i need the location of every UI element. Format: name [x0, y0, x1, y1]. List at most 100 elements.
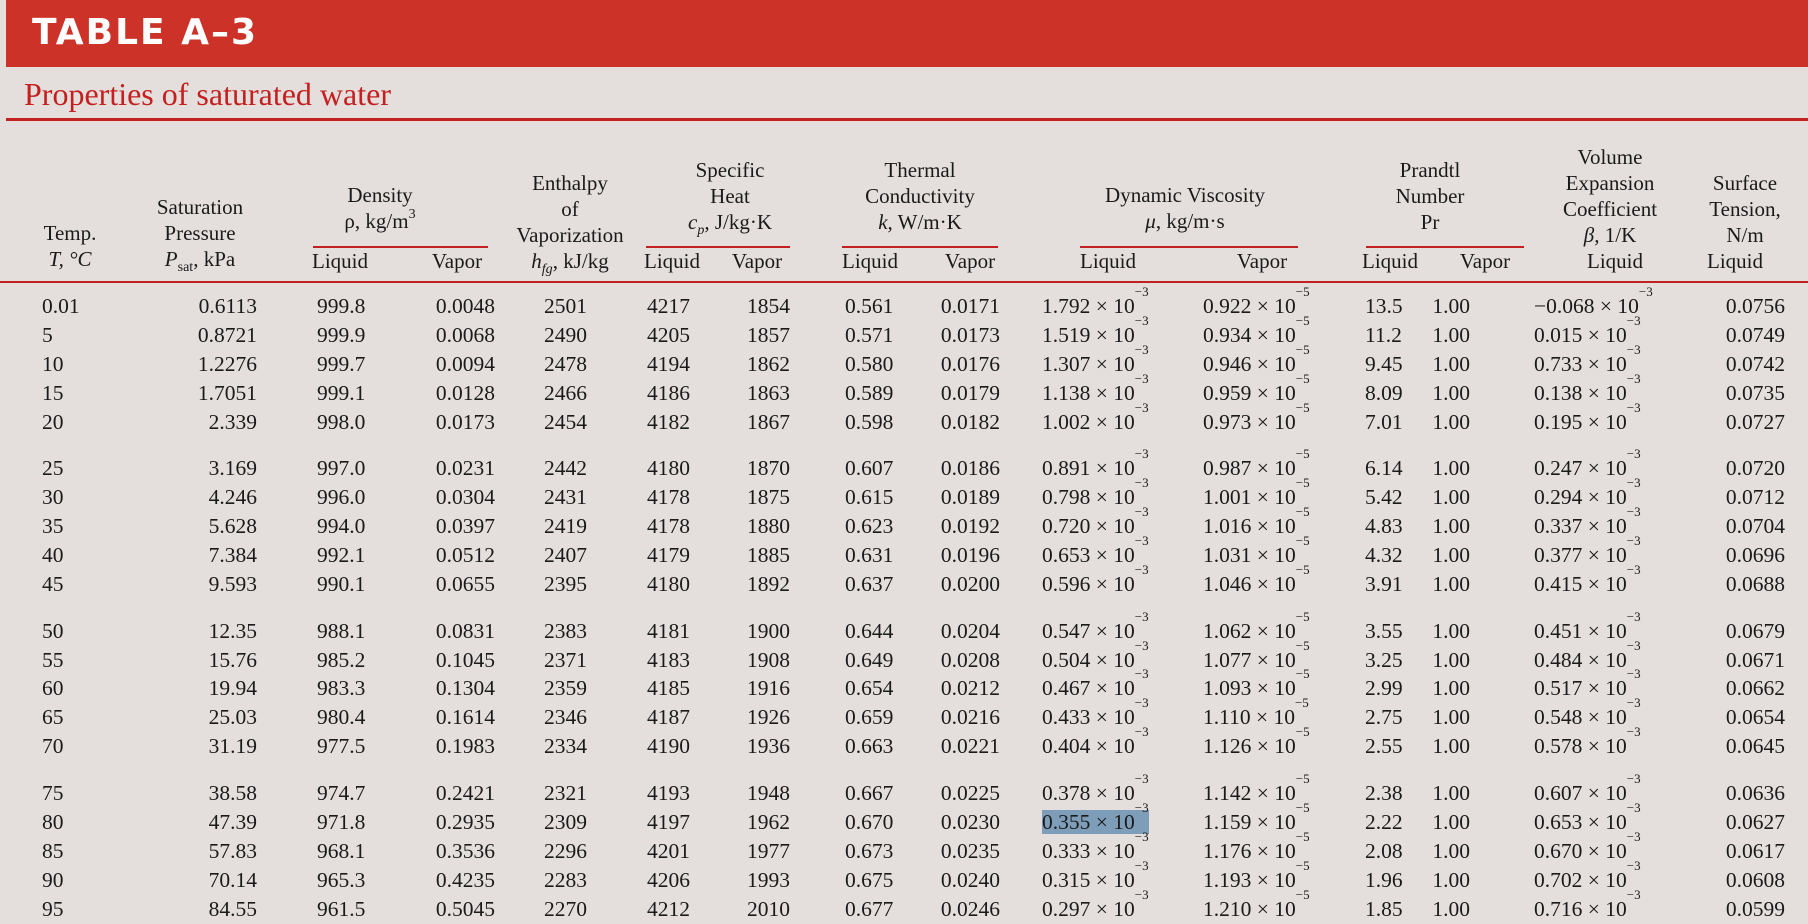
cell-mu_liquid: 0.378 × 10−3: [1042, 770, 1149, 805]
cell-mu_liquid: 0.596 × 10−3: [1042, 561, 1149, 596]
cell-k_l: 0.667: [845, 780, 894, 805]
cell-mu_vapor: 1.159 × 10−5: [1203, 799, 1310, 834]
cell-psat: 25.03: [208, 705, 257, 730]
cell-k_v: 0.0204: [940, 618, 1000, 643]
cell-hfg: 2383: [544, 618, 587, 643]
cell-rho_v: 0.4235: [435, 867, 495, 892]
cell-mu_vapor: 1.142 × 10−5: [1203, 770, 1310, 805]
cell-mu_vapor: 1.176 × 10−5: [1203, 828, 1310, 863]
cell-temp: 90: [42, 867, 64, 892]
cell-beta: 0.377 × 10−3: [1534, 533, 1641, 567]
cell-mu_liquid: 0.315 × 10−3: [1042, 857, 1149, 892]
cell-k_l: 0.649: [845, 647, 894, 672]
cell-mu_vapor: 0.922 × 10−5: [1203, 284, 1310, 318]
header-volume-expansion: Volume Expansion Coefficient β, 1/K: [1562, 145, 1658, 247]
cell-cp_l: 4181: [647, 618, 690, 643]
cell-pr_v: 1.00: [1432, 514, 1470, 539]
cell-hfg: 2478: [544, 351, 587, 376]
cell-rho_l: 961.5: [317, 896, 366, 921]
cell-rho_l: 985.2: [317, 647, 366, 672]
cell-mu_liquid: 1.519 × 10−3: [1042, 312, 1149, 347]
cell-k_l: 0.637: [845, 571, 894, 596]
cell-mu_liquid: 0.891 × 10−3: [1042, 446, 1149, 481]
cell-beta: 0.670 × 10−3: [1534, 828, 1641, 863]
cell-temp: 25: [42, 456, 64, 481]
cell-rho_l: 974.7: [317, 780, 366, 805]
cell-hfg: 2466: [544, 380, 587, 405]
cell-sigma: 0.0599: [1725, 896, 1785, 921]
cell-pr_l: 3.25: [1365, 647, 1403, 672]
cell-sigma: 0.0735: [1725, 380, 1785, 405]
table-subtitle: Properties of saturated water: [24, 76, 391, 112]
cell-cp_v: 1962: [747, 809, 790, 834]
cell-k_v: 0.0196: [940, 543, 1000, 567]
cell-temp: 85: [42, 838, 64, 863]
cell-psat: 1.7051: [197, 380, 257, 405]
selected-cell-mu_liquid[interactable]: 0.355 × 10−3: [1042, 799, 1149, 834]
cell-cp_v: 1936: [747, 734, 790, 759]
cell-mu_liquid: 0.798 × 10−3: [1042, 475, 1149, 510]
cell-mu_liquid: 0.547 × 10−3: [1042, 608, 1149, 643]
cell-pr_v: 1.00: [1432, 647, 1470, 672]
cell-pr_l: 1.96: [1365, 867, 1403, 892]
cell-sigma: 0.0654: [1725, 705, 1785, 730]
cell-k_l: 0.580: [845, 351, 894, 376]
cell-sigma: 0.0749: [1725, 322, 1785, 347]
cell-k_v: 0.0225: [940, 780, 1000, 805]
cell-hfg: 2296: [544, 838, 587, 863]
cell-rho_l: 999.1: [317, 380, 366, 405]
cell-temp: 20: [42, 409, 64, 434]
cell-beta: 0.484 × 10−3: [1534, 637, 1641, 672]
cell-temp: 5: [42, 322, 53, 347]
cell-temp: 35: [42, 514, 64, 539]
cell-k_l: 0.623: [845, 514, 894, 539]
cell-rho_l: 999.7: [317, 351, 366, 376]
cell-k_v: 0.0179: [940, 380, 1000, 405]
cell-rho_l: 999.8: [317, 294, 366, 318]
cell-mu_vapor: 1.193 × 10−5: [1203, 857, 1310, 892]
cell-pr_v: 1.00: [1432, 409, 1470, 434]
cell-rho_l: 998.0: [317, 409, 366, 434]
cell-k_l: 0.615: [845, 485, 894, 510]
cell-cp_v: 1926: [747, 705, 790, 730]
cell-rho_l: 988.1: [317, 618, 366, 643]
cell-hfg: 2431: [544, 485, 587, 510]
cell-psat: 47.39: [208, 809, 257, 834]
cell-pr_l: 2.08: [1365, 838, 1403, 863]
cell-mu_vapor: 1.093 × 10−5: [1203, 666, 1310, 701]
cell-beta: 0.578 × 10−3: [1534, 724, 1641, 759]
subheader-sigma-liquid: Liquid: [1707, 249, 1763, 273]
cell-pr_v: 1.00: [1432, 838, 1470, 863]
cell-mu_vapor: 1.062 × 10−5: [1203, 608, 1310, 643]
cell-sigma: 0.0712: [1725, 485, 1785, 510]
cell-beta: 0.015 × 10−3: [1534, 312, 1641, 347]
header-surface-tension: Surface Tension, N/m: [1709, 171, 1781, 247]
header-dynamic-viscosity: Dynamic Viscosity μ, kg/m·s: [1105, 183, 1265, 233]
header-thermal-conductivity: Thermal Conductivity k, W/m·K: [865, 158, 975, 234]
cell-k_v: 0.0212: [940, 676, 1000, 701]
subheader-pr-liquid: Liquid: [1362, 249, 1418, 273]
cell-pr_l: 8.09: [1365, 380, 1403, 405]
cell-pr_v: 1.00: [1432, 780, 1470, 805]
cell-sigma: 0.0696: [1725, 543, 1785, 567]
cell-beta: 0.517 × 10−3: [1534, 666, 1641, 701]
cell-sigma: 0.0756: [1725, 294, 1785, 318]
cell-mu_liquid: 0.504 × 10−3: [1042, 637, 1149, 672]
cell-hfg: 2395: [544, 571, 587, 596]
subheader-pr-vapor: Vapor: [1459, 249, 1511, 273]
cell-k_v: 0.0235: [940, 838, 1000, 863]
cell-k_l: 0.561: [845, 294, 894, 318]
cell-psat: 84.55: [208, 896, 257, 921]
cell-hfg: 2359: [544, 676, 587, 701]
cell-temp: 0.01: [42, 294, 80, 318]
cell-mu_vapor: 1.001 × 10−5: [1203, 475, 1310, 510]
cell-rho_l: 994.0: [317, 514, 366, 539]
cell-temp: 50: [42, 618, 64, 643]
cell-cp_l: 4186: [647, 380, 690, 405]
cell-cp_v: 1857: [747, 322, 790, 347]
cell-sigma: 0.0627: [1725, 809, 1785, 834]
cell-k_l: 0.571: [845, 322, 894, 347]
cell-pr_l: 2.38: [1365, 780, 1403, 805]
cell-cp_l: 4201: [647, 838, 690, 863]
cell-sigma: 0.0742: [1725, 351, 1785, 376]
